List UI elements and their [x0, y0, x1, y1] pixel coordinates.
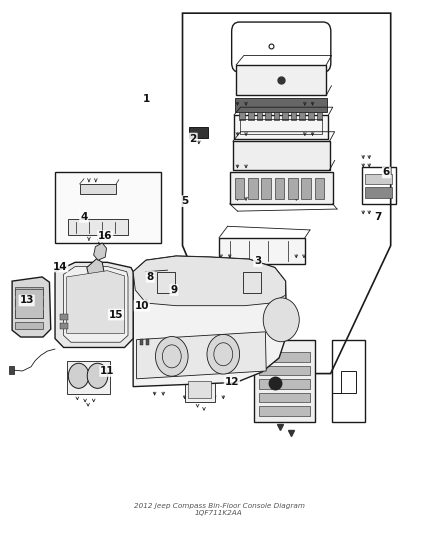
- Polygon shape: [94, 243, 106, 260]
- Polygon shape: [12, 277, 51, 337]
- Bar: [157, 272, 175, 293]
- Bar: [235, 177, 244, 199]
- Text: 8: 8: [147, 272, 154, 282]
- Bar: [140, 338, 144, 345]
- Bar: [259, 393, 310, 402]
- Bar: [248, 177, 258, 199]
- Bar: [243, 272, 261, 293]
- Bar: [301, 177, 311, 199]
- Bar: [274, 112, 279, 120]
- Bar: [300, 112, 305, 120]
- Polygon shape: [55, 262, 133, 348]
- Text: 12: 12: [225, 377, 239, 387]
- Text: 9: 9: [170, 285, 177, 295]
- Bar: [257, 112, 262, 120]
- Bar: [240, 119, 322, 134]
- Text: 1: 1: [142, 94, 150, 104]
- Text: 3: 3: [254, 256, 261, 266]
- Bar: [361, 167, 396, 204]
- Text: 11: 11: [100, 366, 115, 376]
- Bar: [332, 340, 365, 422]
- Bar: [261, 177, 271, 199]
- Polygon shape: [137, 332, 266, 379]
- Bar: [275, 177, 284, 199]
- Bar: [291, 112, 297, 120]
- Bar: [265, 112, 271, 120]
- Text: 14: 14: [53, 262, 67, 271]
- Bar: [219, 238, 305, 264]
- Text: 10: 10: [134, 301, 149, 311]
- Bar: [15, 322, 43, 329]
- Bar: [317, 112, 322, 120]
- Bar: [233, 141, 329, 170]
- Bar: [248, 112, 254, 120]
- Bar: [365, 174, 392, 184]
- Text: 4: 4: [80, 212, 88, 222]
- Text: 16: 16: [98, 231, 113, 241]
- Text: 5: 5: [181, 196, 188, 206]
- Bar: [60, 313, 68, 320]
- Bar: [308, 112, 314, 120]
- Polygon shape: [67, 271, 124, 333]
- Text: 13: 13: [19, 295, 34, 305]
- Polygon shape: [332, 371, 356, 393]
- Bar: [254, 340, 315, 422]
- Bar: [15, 299, 43, 306]
- Bar: [9, 366, 14, 374]
- Circle shape: [207, 334, 240, 374]
- Polygon shape: [64, 266, 128, 342]
- Bar: [188, 382, 211, 398]
- Bar: [288, 177, 297, 199]
- Text: 7: 7: [374, 212, 381, 222]
- Bar: [15, 310, 43, 318]
- Bar: [67, 360, 110, 394]
- Bar: [259, 407, 310, 416]
- Bar: [236, 65, 326, 95]
- Polygon shape: [133, 256, 286, 306]
- Text: 2012 Jeep Compass Bin-Floor Console Diagram
1QF711K2AA: 2012 Jeep Compass Bin-Floor Console Diag…: [134, 503, 304, 516]
- Bar: [68, 220, 127, 235]
- Circle shape: [68, 364, 89, 389]
- Text: 2: 2: [190, 134, 197, 143]
- Bar: [15, 287, 43, 295]
- Bar: [365, 187, 392, 198]
- Bar: [230, 173, 333, 204]
- Bar: [146, 338, 149, 345]
- Bar: [234, 115, 328, 139]
- Bar: [80, 184, 116, 195]
- Text: 6: 6: [383, 167, 390, 177]
- Bar: [235, 98, 327, 112]
- Bar: [185, 377, 215, 402]
- Bar: [189, 126, 208, 138]
- Circle shape: [155, 336, 188, 376]
- Bar: [259, 366, 310, 375]
- Bar: [315, 177, 324, 199]
- Text: 15: 15: [109, 310, 123, 320]
- Circle shape: [263, 298, 299, 342]
- Polygon shape: [87, 259, 104, 280]
- Bar: [15, 289, 43, 318]
- Bar: [60, 323, 68, 329]
- Bar: [259, 379, 310, 389]
- Bar: [240, 112, 245, 120]
- Bar: [55, 173, 162, 243]
- Bar: [283, 112, 288, 120]
- Circle shape: [87, 364, 108, 389]
- Bar: [259, 352, 310, 361]
- Polygon shape: [133, 256, 287, 386]
